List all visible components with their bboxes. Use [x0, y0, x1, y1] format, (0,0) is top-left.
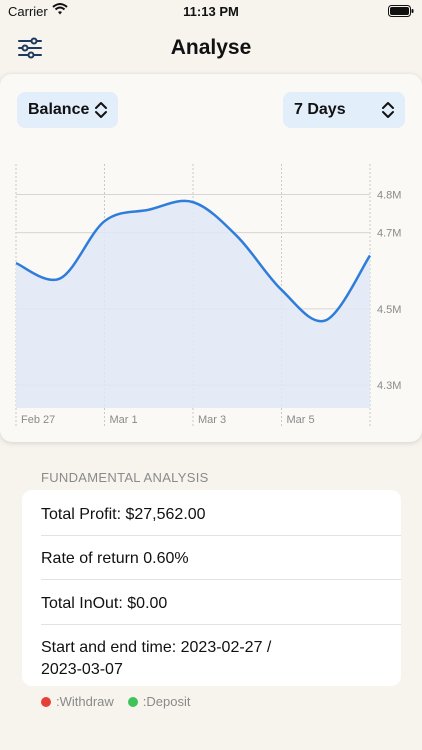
y-tick-label: 4.5M — [377, 304, 401, 316]
x-tick-label: Mar 3 — [198, 414, 226, 426]
status-bar: Carrier 11:13 PM — [0, 0, 422, 24]
chevron-up-down-icon — [95, 102, 107, 118]
time-range-line2: 2023-03-07 — [41, 661, 123, 678]
withdraw-label: :Withdraw — [56, 694, 114, 709]
withdraw-dot — [41, 696, 51, 707]
y-tick-label: 4.8M — [377, 190, 401, 202]
legend: :Withdraw :Deposit — [41, 694, 191, 709]
wifi-icon — [52, 3, 68, 15]
sliders-icon[interactable] — [18, 37, 42, 59]
divider — [41, 579, 401, 580]
nav-bar: Analyse — [0, 28, 422, 72]
series-line — [15, 199, 372, 323]
time-range: Start and end time: 2023-02-27 / 2023-03… — [41, 637, 401, 681]
y-tick-label: 4.7M — [377, 228, 401, 240]
analysis-card: Total Profit: $27,562.00 Rate of return … — [22, 490, 401, 686]
series-area — [16, 200, 370, 408]
chevron-up-down-icon — [382, 102, 394, 118]
chart-card: Balance 7 Days 4.8M 4.7M 4.5M 4.3M Feb 27 Mar… — [0, 74, 422, 442]
balance-chart: 4.8M 4.7M 4.5M 4.3M Feb 27 Mar 1 Mar 3 Mar 5 — [15, 164, 401, 426]
total-inout: Total InOut: $0.00 — [41, 595, 168, 612]
y-tick-label: 4.3M — [377, 380, 401, 392]
rate-of-return: Rate of return 0.60% — [41, 550, 189, 567]
metric-selector[interactable]: Balance — [17, 92, 118, 128]
divider — [41, 624, 401, 625]
divider — [41, 535, 401, 536]
deposit-dot — [127, 696, 138, 707]
page-title: Analyse — [170, 36, 252, 59]
range-selector[interactable]: 7 Days — [283, 92, 405, 128]
time-range-line1: Start and end time: 2023-02-27 / — [41, 639, 272, 656]
x-tick-label: Feb 27 — [21, 414, 55, 426]
deposit-label: :Deposit — [142, 694, 191, 709]
range-selector-label: 7 Days — [294, 101, 346, 118]
x-tick-label: Mar 1 — [110, 414, 138, 426]
clock: 11:13 PM — [183, 4, 239, 19]
metric-selector-label: Balance — [28, 101, 90, 118]
battery-icon — [388, 5, 414, 17]
carrier-label: Carrier — [8, 4, 48, 19]
total-profit: Total Profit: $27,562.00 — [41, 506, 206, 523]
x-tick-label: Mar 5 — [287, 414, 315, 426]
section-header: FUNDAMENTAL ANALYSIS — [41, 470, 209, 485]
